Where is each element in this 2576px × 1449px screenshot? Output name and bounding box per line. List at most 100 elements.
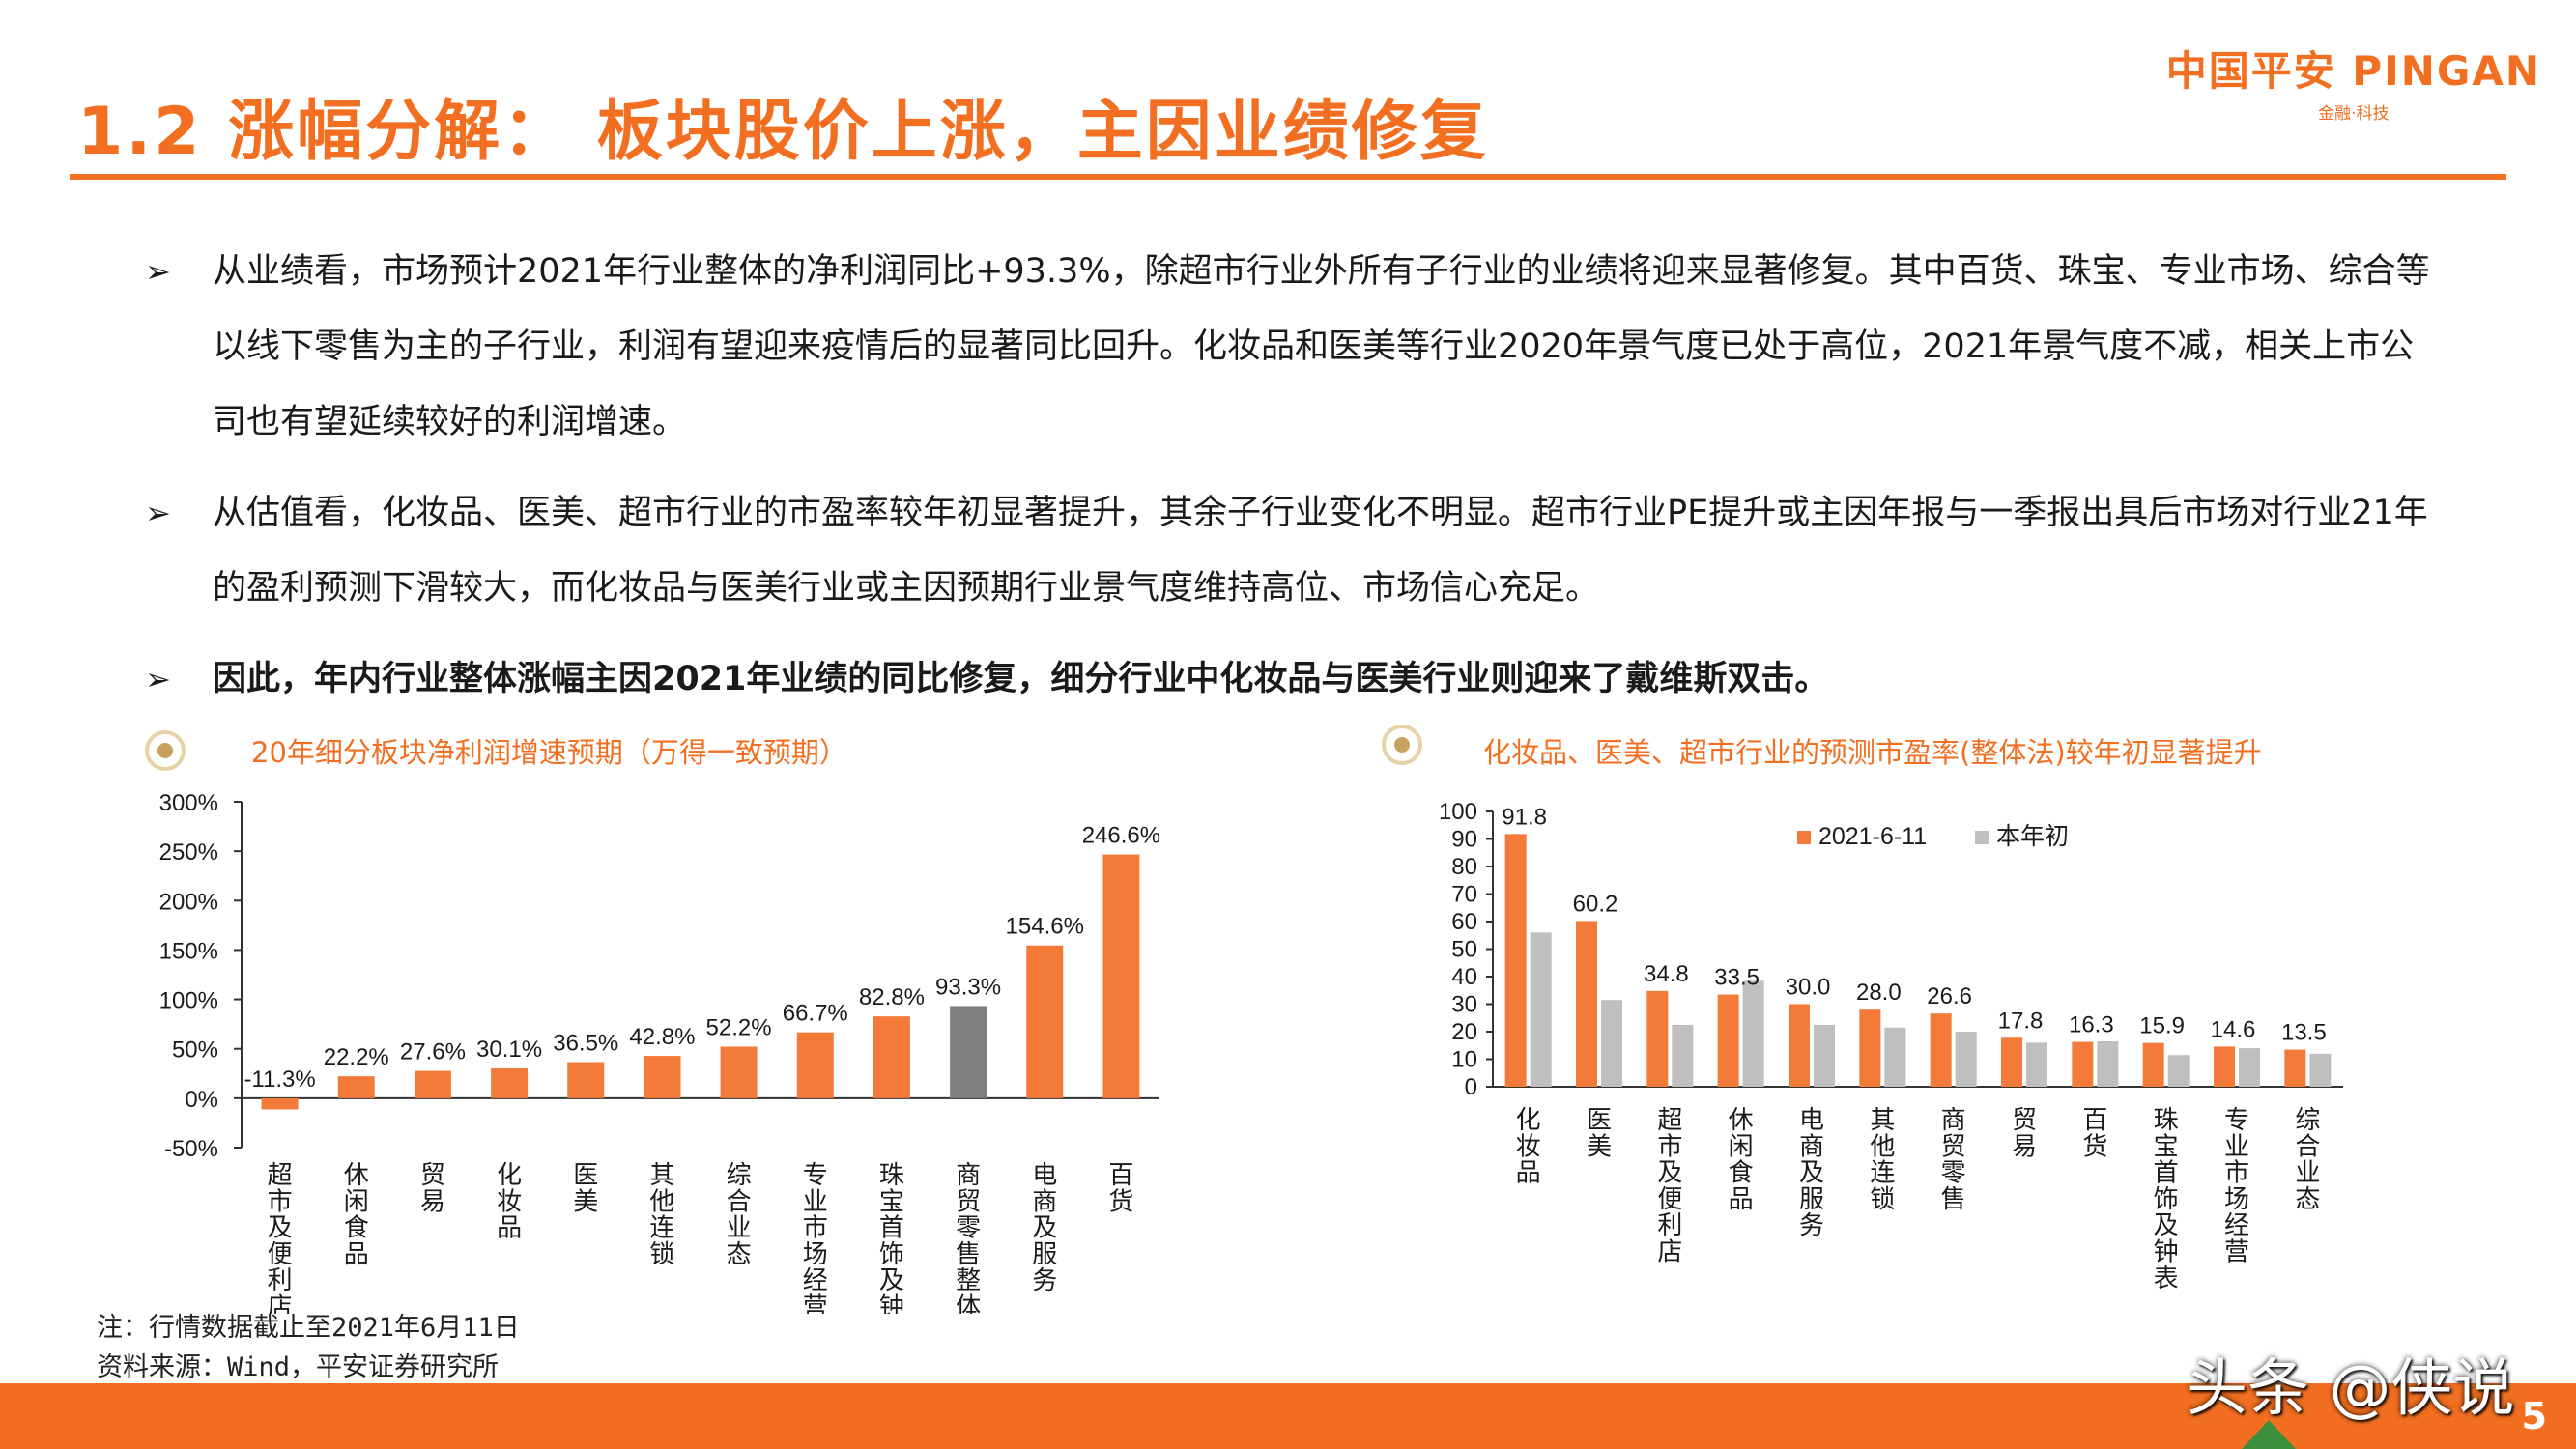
category-label: 电商及服务 [1799,1105,1824,1239]
chart2-title: 化妆品、医美、超市行业的预测市盈率(整体法)较年初显著提升 [1483,736,2262,769]
category-label: 综合业态 [727,1160,752,1268]
net-profit-growth-chart: -50% 0% 50% 100% 150% 200% 250% 300% -11.3% 超市及便利… [159,790,1161,1314]
data-source-note: 资料来源：Wind，平安证券研究所 [97,1352,500,1382]
bar [1102,854,1140,1098]
bar-current [1646,990,1669,1087]
data-label: 154.6% [1006,914,1084,940]
data-label: 82.8% [859,984,925,1010]
arrow-bullet-icon: ➢ [145,495,171,531]
category-label: 百货 [1108,1160,1133,1215]
bullet-text: 因此，年内行业整体涨幅主因2021年业绩的同比修复，细分行业中化妆品与医美行业则… [213,660,1829,698]
y-tick-label: 20 [1451,1019,1477,1045]
bullet-earnings: ➢ 从业绩看，市场预计2021年行业整体的净利润同比+93.3%，除超市行业外所… [145,234,2445,460]
y-tick-label: 100% [159,988,218,1014]
bar [720,1046,758,1098]
bar-year-start [2167,1055,2190,1087]
y-tick-label: 10 [1451,1047,1477,1073]
legend-swatch [1797,831,1811,844]
logo-wordmark: 中国平安 PINGAN [2165,47,2541,95]
category-label: 贸易 [420,1160,445,1215]
legend-swatch [1975,831,1989,844]
bar-year-start [1530,932,1552,1087]
data-label: 93.3% [935,974,1001,1000]
y-tick-label: 70 [1451,882,1477,908]
bar-current [1789,1004,1810,1087]
arrow-bullet-icon: ➢ [145,253,171,290]
data-label: 15.9 [2139,1013,2185,1039]
page-number: 5 [2521,1395,2547,1437]
bar-current [2142,1042,2164,1087]
bullet-text: 从业绩看，市场预计2021年行业整体的净利润同比+93.3%，除超市行业外所有子… [213,252,2430,441]
data-label: 27.6% [400,1039,466,1065]
data-label: 60.2 [1573,891,1618,917]
bar-year-start [2239,1048,2260,1087]
category-label: 化妆品 [497,1160,522,1242]
y-tick-label: 200% [159,889,218,915]
category-label: 珠宝首饰及钟表 [2154,1105,2179,1293]
chart-badge-icon [1382,724,1422,765]
legend-label: 2021-6-11 [1818,823,1927,850]
bar [873,1016,910,1098]
category-label: 商贸零售 [1941,1105,1966,1213]
data-label: 42.8% [629,1024,695,1050]
bar [567,1062,605,1098]
bar-current [1859,1009,1881,1087]
data-label: 22.2% [324,1044,389,1070]
category-label: 休闲食品 [1729,1105,1754,1213]
bar-current [1930,1013,1952,1087]
bar [950,1006,987,1098]
bar-year-start [2097,1040,2119,1087]
data-label: 34.8 [1644,961,1689,987]
watermark: 头条 @侠说 [2186,1353,2515,1425]
data-label: 91.8 [1502,804,1547,830]
category-label: 专业市场经营 [2224,1105,2249,1266]
bar [1026,945,1064,1098]
category-label: 超市及便利店 [268,1160,293,1314]
bar-current [2214,1046,2235,1087]
logo-tagline: 金融·科技 [2318,104,2390,124]
data-label: 36.5% [553,1031,618,1057]
category-label: 百货 [2082,1105,2107,1160]
data-label: 30.1% [476,1037,542,1063]
footer-bar [0,1383,2576,1449]
y-tick-label: 100 [1439,799,1477,825]
bar [644,1056,681,1098]
y-tick-label: 0% [185,1087,218,1113]
data-label: 246.6% [1082,823,1160,849]
bullet-valuation: ➢ 从估值看，化妆品、医美、超市行业的市盈率较年初显著提升，其余子行业变化不明显… [145,475,2445,626]
data-label: 26.6 [1927,983,1972,1009]
title-divider [70,174,2506,180]
data-label: 17.8 [1998,1008,2044,1034]
data-label: -11.3% [243,1066,315,1093]
y-tick-label: 30 [1451,992,1477,1018]
category-label: 化妆品 [1516,1105,1541,1187]
bullet-list: ➢ 从业绩看，市场预计2021年行业整体的净利润同比+93.3%，除超市行业外所… [145,234,2445,732]
bar [491,1068,529,1098]
y-tick-label: 0 [1465,1074,1477,1100]
category-label: 综合业态 [2295,1105,2320,1213]
category-label: 超市及便利店 [1657,1105,1682,1266]
y-tick-label: 90 [1451,827,1477,853]
bar-year-start [1884,1027,1906,1087]
bar-year-start [1814,1024,1835,1087]
bar-current [1504,834,1527,1087]
bar-current [2001,1037,2022,1087]
y-tick-label: 50% [172,1037,218,1064]
chart-badge-icon [145,730,186,771]
bar-current [2072,1041,2094,1087]
bar-current [2284,1049,2306,1087]
data-label: 30.0 [1786,975,1831,1001]
y-tick-label: 60 [1451,909,1477,935]
bullet-text: 从估值看，化妆品、医美、超市行业的市盈率较年初显著提升，其余子行业变化不明显。超… [213,494,2428,608]
data-label: 14.6 [2211,1016,2256,1042]
bar-year-start [2309,1053,2332,1087]
data-cutoff-note: 注：行情数据截止至2021年6月11日 [97,1313,520,1343]
bar-current [1717,994,1739,1087]
chart1-title: 20年细分板块净利润增速预期（万得一致预期） [251,736,847,769]
category-label: 电商及服务 [1032,1160,1057,1294]
y-tick-label: 40 [1451,964,1477,990]
category-label: 专业市场经营 [803,1160,828,1314]
category-label: 其他连锁 [1870,1105,1895,1213]
category-label: 休闲食品 [344,1160,369,1268]
